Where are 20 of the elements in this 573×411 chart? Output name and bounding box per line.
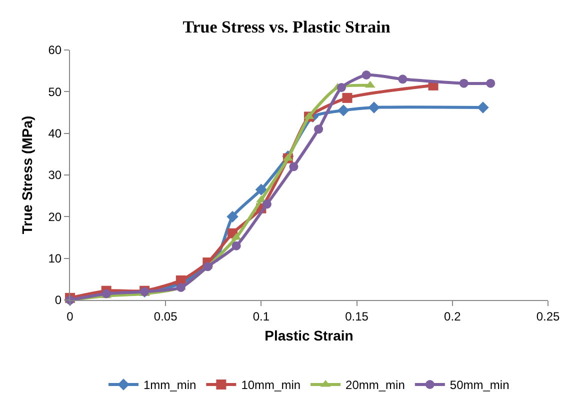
x-tick-label: 0.05 — [154, 309, 178, 324]
y-tick-label: 50 — [48, 84, 62, 99]
legend-label: 10mm_min — [241, 378, 301, 392]
x-tick-label: 0.2 — [444, 309, 462, 324]
y-tick-label: 30 — [48, 168, 62, 182]
y-tick-label: 10 — [48, 252, 62, 266]
y-axis-title: True Stress (MPa) — [19, 116, 35, 234]
chart-title: True Stress vs. Plastic Strain — [182, 17, 391, 36]
x-tick-label: 0.15 — [345, 309, 369, 324]
y-tick-label: 60 — [48, 43, 62, 58]
legend-label: 1mm_min — [144, 378, 196, 392]
x-tick-label: 0.25 — [536, 309, 560, 324]
x-axis-title: Plastic Strain — [264, 328, 354, 344]
x-tick-label: 0 — [66, 309, 74, 324]
y-tick-label: 40 — [48, 126, 62, 141]
legend-label: 50mm_min — [450, 378, 510, 392]
x-tick-label: 0.1 — [252, 309, 270, 324]
y-tick-label: 0 — [54, 293, 62, 308]
legend-label: 20mm_min — [346, 378, 405, 392]
y-tick-label: 20 — [48, 210, 62, 224]
